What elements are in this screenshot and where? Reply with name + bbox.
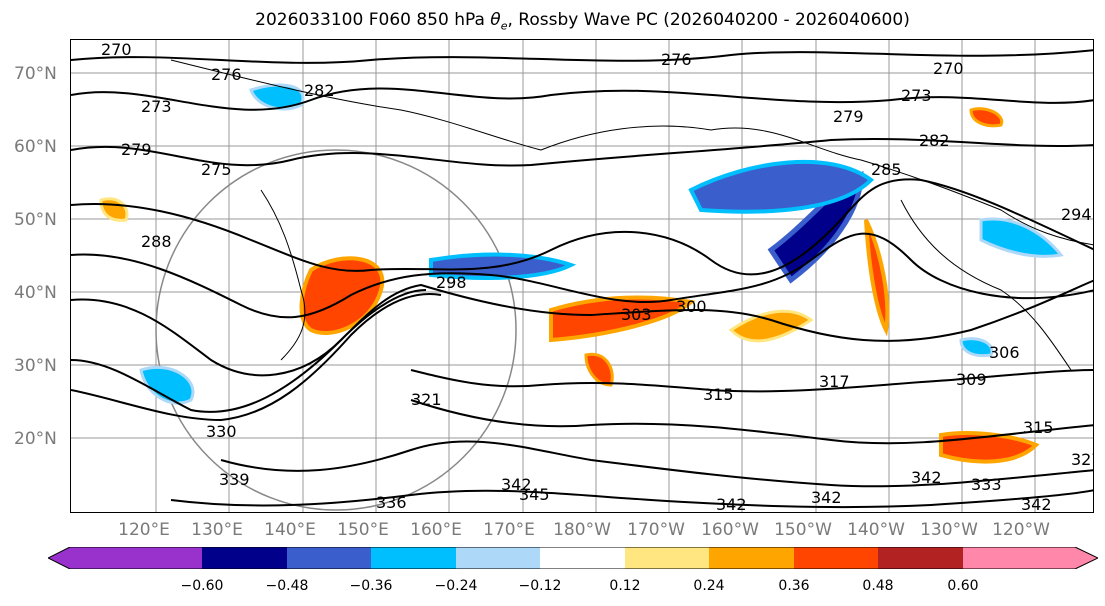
map-canvas: 270 276 273 282 279 275 288 276 270 273 … — [71, 40, 1094, 513]
contour-label: 273 — [141, 97, 172, 116]
colorbar-segment — [456, 547, 540, 569]
colorbar-tick-label: 0.36 — [778, 578, 810, 594]
contour-label: 342 — [501, 475, 532, 494]
theta-e-contours — [71, 49, 1093, 509]
colorbar-tick-label: 0.60 — [947, 578, 979, 594]
colorbar-segment — [48, 547, 202, 569]
colorbar-segment — [963, 547, 1098, 569]
coastlines — [170, 59, 1093, 371]
lat-label-70: 70°N — [14, 64, 57, 84]
colorbar-segment — [709, 547, 794, 569]
contour-label: 288 — [141, 232, 172, 251]
lon-label-130e: 130°E — [191, 520, 243, 540]
lon-label-150w: 150°W — [774, 520, 832, 540]
contour-label: 276 — [661, 50, 692, 69]
colorbar-segment — [202, 547, 287, 569]
lat-label-40: 40°N — [14, 283, 57, 303]
contour-label: 282 — [304, 81, 335, 100]
colorbar-tick-label: −0.60 — [180, 578, 224, 594]
contour-label: 279 — [121, 140, 152, 159]
contour-label: 282 — [919, 131, 950, 150]
contour-label: 317 — [819, 372, 850, 391]
colorbar-segment — [287, 547, 371, 569]
lat-label-60: 60°N — [14, 137, 57, 157]
colorbar-tick-label: −0.12 — [518, 578, 562, 594]
contour-label: 336 — [376, 493, 407, 512]
lat-label-50: 50°N — [14, 210, 57, 230]
lon-label-140e: 140°E — [264, 520, 316, 540]
contour-label: 273 — [901, 86, 932, 105]
lon-label-170e: 170°E — [483, 520, 535, 540]
contour-label: 306 — [989, 343, 1020, 362]
contour-label: 342 — [1021, 495, 1052, 513]
colorbar-tick-label: −0.24 — [434, 578, 478, 594]
lon-label-160e: 160°E — [410, 520, 462, 540]
contour-label: 339 — [219, 470, 250, 489]
colorbar-tick-label: 0.24 — [693, 578, 725, 594]
contour-label: 342 — [716, 495, 747, 513]
contour-label: 321 — [411, 390, 442, 409]
graticule — [71, 40, 1093, 512]
lon-label-120e: 120°E — [118, 520, 170, 540]
contour-label: 303 — [621, 305, 652, 324]
contour-label: 285 — [871, 160, 902, 179]
contour-label: 276 — [211, 65, 242, 84]
colorbar-tick-label: −0.36 — [349, 578, 393, 594]
contour-label: 315 — [1023, 418, 1054, 437]
contour-labels: 270 276 273 282 279 275 288 276 270 273 … — [101, 40, 1094, 513]
contour-label: 279 — [833, 107, 864, 126]
colorbar-segment — [371, 547, 456, 569]
lon-label-130w: 130°W — [920, 520, 978, 540]
colorbar-tick-label: 0.12 — [609, 578, 641, 594]
contour-label: 315 — [703, 385, 734, 404]
contour-label: 309 — [956, 370, 987, 389]
colorbar-segment — [794, 547, 878, 569]
map-panel: 270 276 273 282 279 275 288 276 270 273 … — [70, 39, 1094, 513]
lon-label-170w: 170°W — [627, 520, 685, 540]
contour-label: 294 — [1061, 205, 1092, 224]
contour-label: 342 — [811, 488, 842, 507]
contour-label: 270 — [933, 59, 964, 78]
colorbar-tick-label: −0.48 — [265, 578, 309, 594]
lat-label-30: 30°N — [14, 356, 57, 376]
colorbar-segment — [878, 547, 963, 569]
lon-label-150e: 150°E — [337, 520, 389, 540]
lat-label-20: 20°N — [14, 429, 57, 449]
lon-label-160w: 160°W — [701, 520, 759, 540]
shaded-anomalies — [99, 83, 1064, 464]
colorbar-tick-label: 0.48 — [862, 578, 894, 594]
contour-label: 270 — [101, 40, 132, 59]
contour-label: 345 — [519, 485, 550, 504]
contour-label: 327 — [1071, 450, 1094, 469]
lon-label-180w: 180°W — [553, 520, 611, 540]
contour-label: 342 — [911, 468, 942, 487]
figure-title: 2026033100 F060 850 hPa θe, Rossby Wave … — [255, 10, 910, 33]
contour-label: 298 — [436, 273, 467, 292]
colorbar-segment — [540, 547, 625, 569]
domain-circle — [155, 149, 517, 511]
contour-label: 333 — [971, 475, 1002, 494]
colorbar-segment — [625, 547, 709, 569]
lon-label-120w: 120°W — [992, 520, 1050, 540]
contour-label: 275 — [201, 160, 232, 179]
contour-label: 300 — [676, 297, 707, 316]
contour-label: 330 — [206, 422, 237, 441]
colorbar — [48, 547, 1098, 569]
lon-label-140w: 140°W — [847, 520, 905, 540]
